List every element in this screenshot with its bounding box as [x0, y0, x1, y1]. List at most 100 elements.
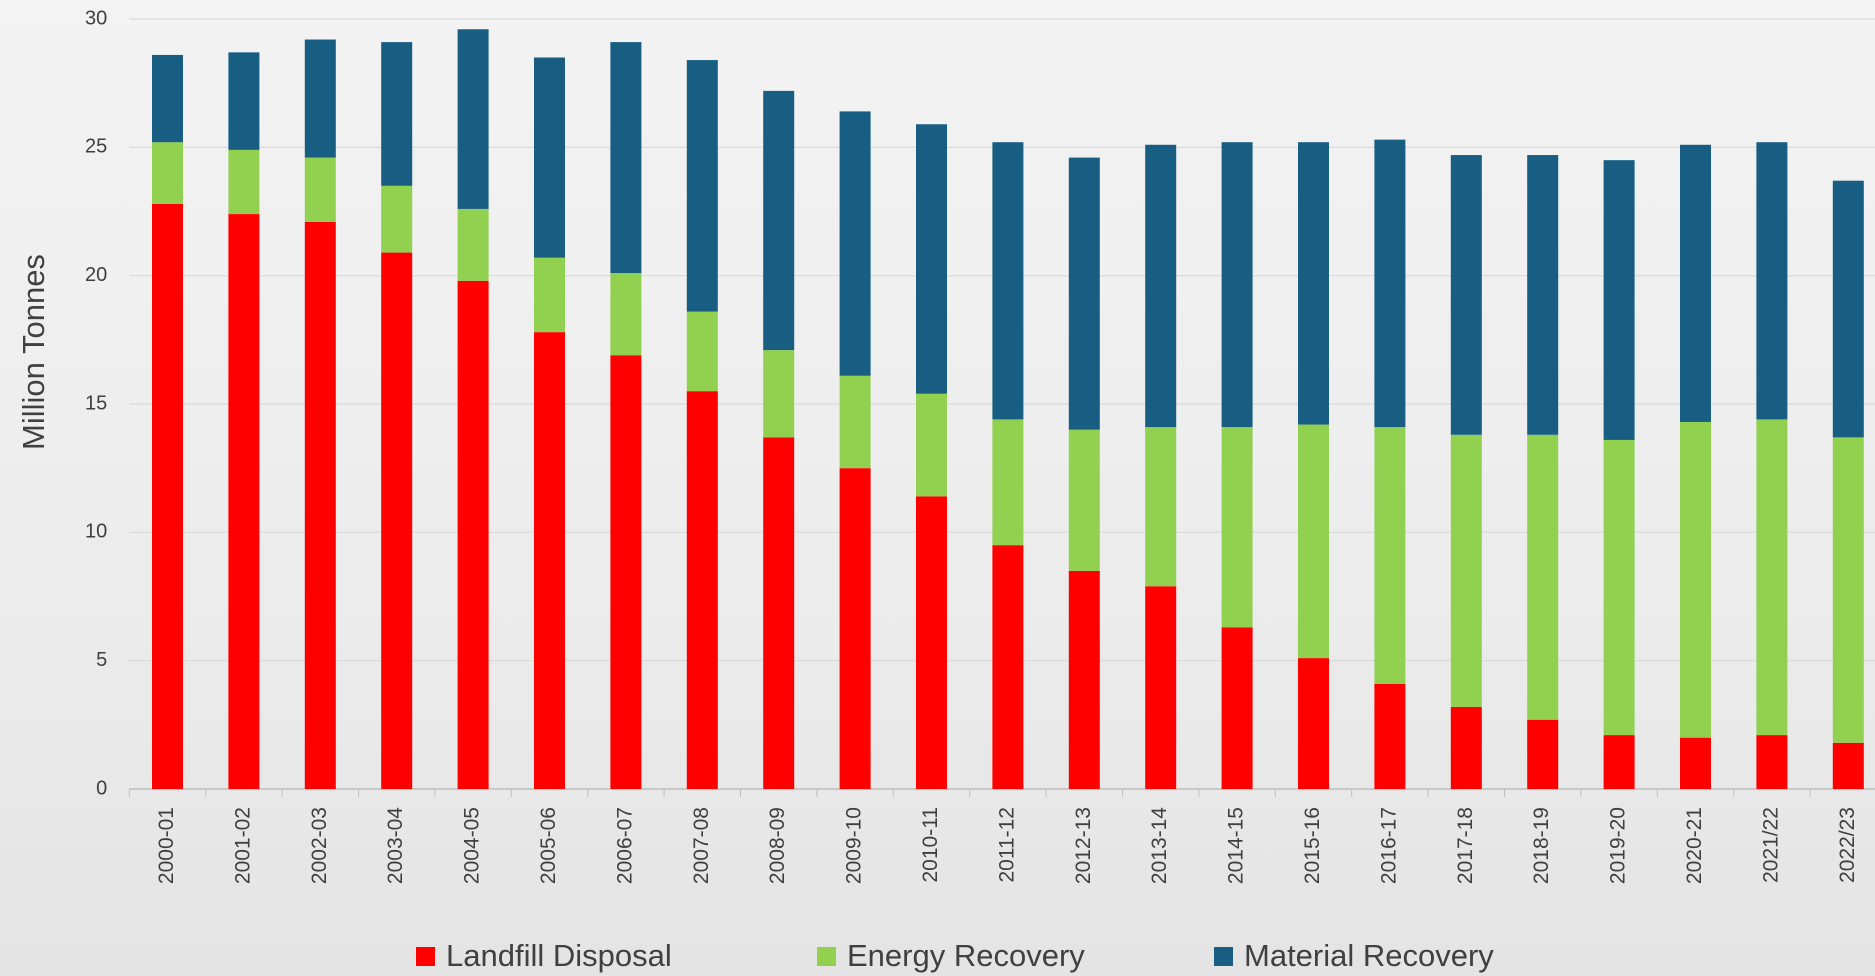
legend-swatch — [1214, 947, 1233, 966]
bar-segment — [1680, 738, 1711, 789]
bar-segment — [1680, 145, 1711, 422]
bar-segment — [763, 91, 794, 350]
x-tick-label: 2013-14 — [1148, 807, 1171, 884]
x-tick-label: 2000-01 — [155, 807, 178, 884]
x-tick-label: 2012-13 — [1072, 807, 1095, 884]
y-axis-label: Million Tonnes — [16, 254, 51, 450]
bar-segment — [228, 214, 259, 789]
bar-segment — [687, 391, 718, 789]
x-tick-label: 2001-02 — [231, 807, 254, 884]
bar-segment — [1833, 743, 1864, 789]
bar-segment — [1833, 181, 1864, 438]
bar-segment — [534, 258, 565, 332]
legend-label: Energy Recovery — [847, 938, 1085, 973]
bar-segment — [1374, 427, 1405, 684]
bar-segment — [840, 376, 871, 468]
bar-segment — [1756, 735, 1787, 789]
bar-segment — [1069, 571, 1100, 789]
bar-segment — [992, 142, 1023, 419]
bar-segment — [1680, 422, 1711, 738]
bar-segment — [381, 42, 412, 186]
bar-segment — [381, 253, 412, 789]
bar-segment — [610, 355, 641, 789]
y-tick-label: 30 — [85, 7, 107, 29]
bar-segment — [1833, 437, 1864, 742]
y-tick-label: 5 — [96, 649, 107, 671]
x-tick-label: 2010-11 — [919, 807, 942, 883]
x-tick-label: 2009-10 — [843, 807, 866, 884]
bar-segment — [992, 419, 1023, 545]
bar-segment — [840, 111, 871, 375]
x-tick-label: 2003-04 — [384, 807, 407, 884]
x-tick-label: 2002-03 — [308, 807, 331, 884]
bar-segment — [1145, 145, 1176, 427]
bar-segment — [763, 437, 794, 789]
bar-segment — [1222, 627, 1253, 789]
x-tick-label: 2007-08 — [690, 807, 713, 884]
y-tick-label: 10 — [85, 521, 107, 543]
bar-segment — [1222, 427, 1253, 627]
bar-segment — [610, 273, 641, 355]
bar-segment — [1222, 142, 1253, 427]
bar-segment — [1527, 155, 1558, 435]
y-tick-label: 0 — [96, 777, 107, 799]
x-tick-label: 2021/22 — [1759, 807, 1782, 883]
bar-segment — [763, 350, 794, 437]
bar-segment — [152, 142, 183, 204]
x-tick-label: 2008-09 — [766, 807, 789, 884]
bar-segment — [1374, 684, 1405, 789]
bar-segment — [1604, 440, 1635, 735]
x-tick-label: 2006-07 — [613, 807, 636, 884]
bar-segment — [916, 124, 947, 394]
bar-segment — [1451, 155, 1482, 435]
bar-segment — [1604, 735, 1635, 789]
bar-segment — [305, 222, 336, 789]
x-tick-label: 2005-06 — [537, 807, 560, 884]
x-tick-label: 2015-16 — [1301, 807, 1324, 884]
bar-segment — [1527, 435, 1558, 720]
bar-segment — [1756, 142, 1787, 419]
bar-segment — [1145, 427, 1176, 586]
bar-segment — [1604, 160, 1635, 440]
x-tick-label: 2016-17 — [1377, 807, 1400, 884]
bar-segment — [534, 332, 565, 789]
bar-segment — [534, 58, 565, 258]
bar-segment — [687, 312, 718, 392]
bar-segment — [916, 394, 947, 497]
x-tick-label: 2020-21 — [1683, 807, 1706, 884]
legend-swatch — [817, 947, 836, 966]
x-tick-label: 2018-19 — [1530, 807, 1553, 884]
legend-swatch — [416, 947, 435, 966]
x-tick-label: 2011-12 — [995, 807, 1018, 883]
bar-segment — [458, 209, 489, 281]
y-tick-label: 20 — [85, 264, 107, 286]
bar-segment — [1374, 140, 1405, 427]
x-tick-label: 2022/23 — [1836, 807, 1859, 883]
y-tick-label: 25 — [85, 136, 107, 158]
bar-segment — [152, 55, 183, 142]
y-tick-label: 15 — [85, 392, 107, 414]
bar-segment — [1451, 435, 1482, 707]
bar-segment — [381, 186, 412, 253]
bar-segment — [305, 40, 336, 158]
page: Million Tonnes 0 5 10 15 20 25 30 2000-01 2001-0… — [0, 0, 1875, 976]
x-tick-label: 2017-18 — [1454, 807, 1477, 884]
bar-segment — [228, 52, 259, 150]
x-tick-label: 2004-05 — [461, 807, 484, 884]
bar-segment — [992, 545, 1023, 789]
bar-segment — [1527, 720, 1558, 789]
bar-segment — [1145, 586, 1176, 789]
legend-label: Landfill Disposal — [446, 938, 672, 973]
bar-segment — [610, 42, 641, 273]
bar-segment — [458, 29, 489, 209]
bar-segment — [916, 496, 947, 789]
bar-segment — [687, 60, 718, 312]
bar-segment — [228, 150, 259, 214]
x-tick-label: 2014-15 — [1225, 807, 1248, 884]
legend-label: Material Recovery — [1244, 938, 1494, 973]
bar-segment — [152, 204, 183, 789]
bar-segment — [1298, 142, 1329, 424]
chart: Million Tonnes 0 5 10 15 20 25 30 2000-01 2001-0… — [0, 0, 1875, 976]
bar-segment — [1298, 658, 1329, 789]
bar-segment — [1069, 430, 1100, 571]
